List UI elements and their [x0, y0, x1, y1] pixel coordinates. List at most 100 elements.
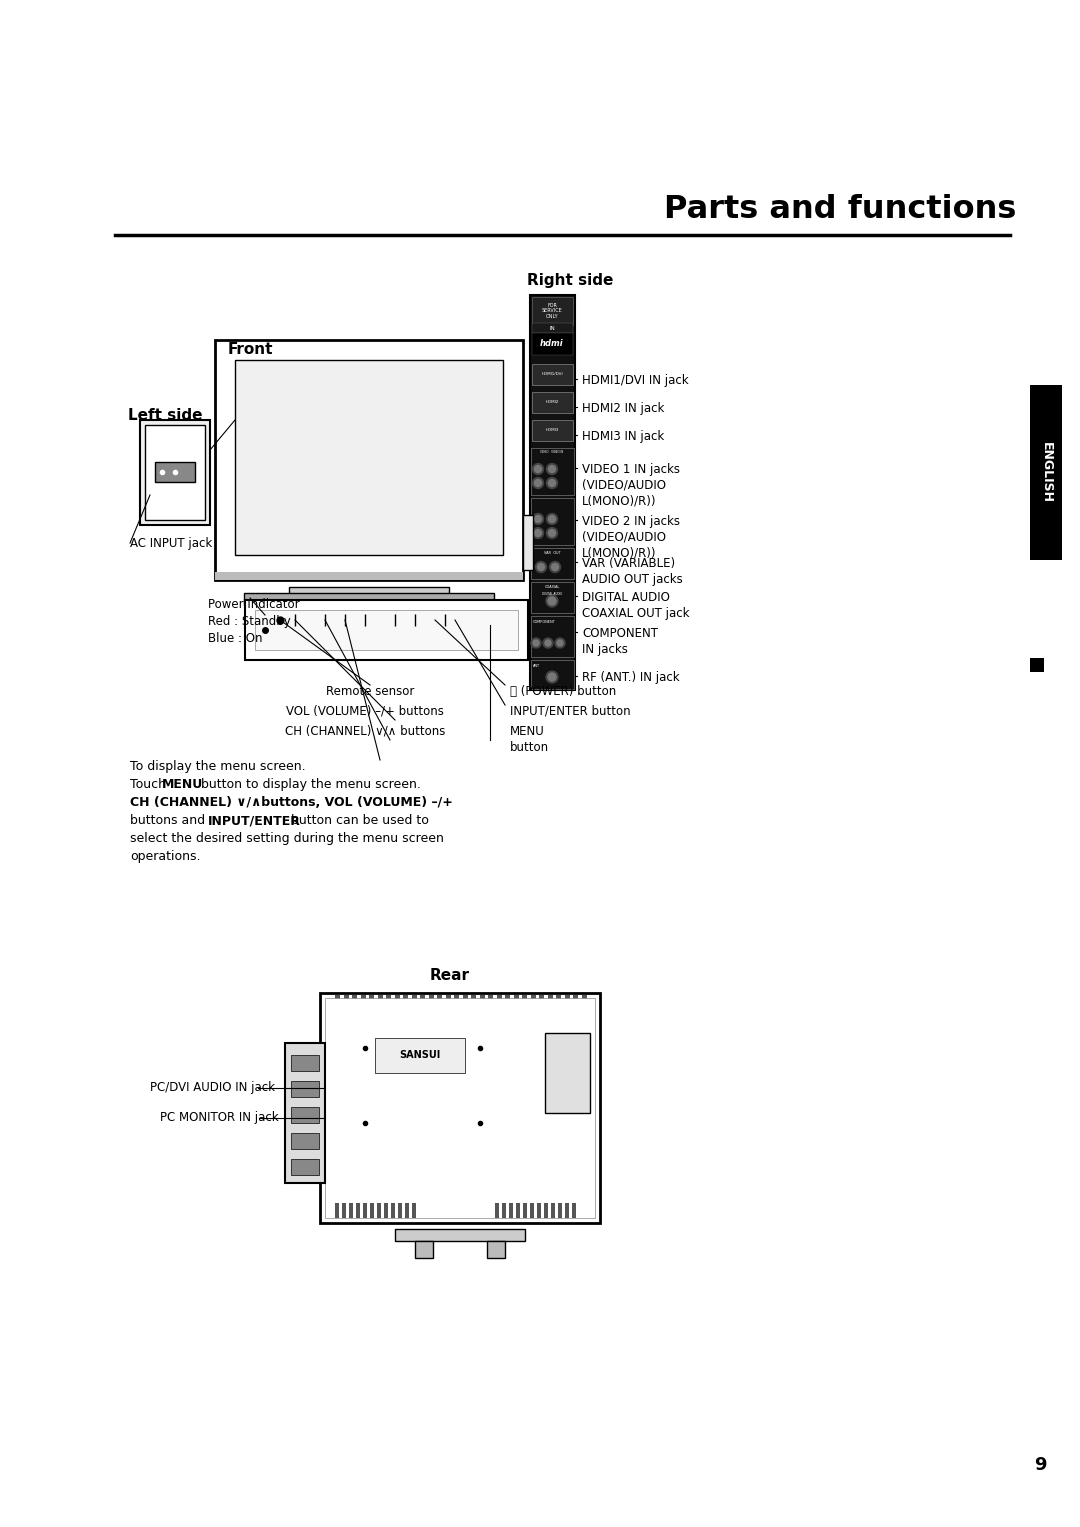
Bar [255, 609, 518, 651]
Circle shape [546, 596, 558, 608]
Bar [502, 1203, 507, 1219]
Bar [378, 996, 382, 1006]
Text: FOR
SERVICE
ONLY: FOR SERVICE ONLY [542, 302, 563, 319]
Text: DIGITAL AUDIO
COAXIAL OUT jack: DIGITAL AUDIO COAXIAL OUT jack [582, 591, 689, 620]
Bar [531, 498, 573, 545]
Bar [565, 996, 569, 1006]
Bar [513, 996, 518, 1006]
Circle shape [532, 478, 543, 489]
Bar [497, 996, 501, 1006]
Bar [363, 1203, 367, 1219]
Bar [437, 996, 442, 1006]
Bar [532, 363, 573, 385]
Bar [516, 1203, 519, 1219]
Bar [523, 515, 534, 570]
Text: Right side: Right side [527, 272, 613, 287]
Text: CH (CHANNEL) ∨/∧buttons, VOL (VOLUME) –/+: CH (CHANNEL) ∨/∧buttons, VOL (VOLUME) –/… [130, 796, 453, 809]
Circle shape [545, 640, 551, 646]
Bar [572, 1203, 576, 1219]
Bar [523, 1203, 527, 1219]
Circle shape [531, 638, 541, 647]
Bar [1030, 658, 1044, 672]
Bar [335, 996, 340, 1006]
Circle shape [534, 640, 539, 646]
Bar [394, 996, 400, 1006]
Bar [429, 996, 433, 1006]
Bar [532, 296, 573, 325]
Bar [361, 996, 365, 1006]
Bar [532, 420, 573, 441]
Bar [291, 1159, 319, 1174]
Text: Power Indicator
Red : Standby
Blue : On: Power Indicator Red : Standby Blue : On [208, 599, 299, 644]
Circle shape [535, 530, 541, 536]
Text: VAR (VARIABLE)
AUDIO OUT jacks: VAR (VARIABLE) AUDIO OUT jacks [582, 557, 683, 586]
Text: VIDEO 1 IN jacks
(VIDEO/AUDIO
L(MONO)/R)): VIDEO 1 IN jacks (VIDEO/AUDIO L(MONO)/R)… [582, 463, 680, 508]
Circle shape [538, 563, 544, 571]
Bar [531, 447, 573, 495]
Text: buttons and: buttons and [130, 814, 210, 828]
Text: INPUT/ENTER button: INPUT/ENTER button [510, 705, 631, 718]
Bar [349, 1203, 353, 1219]
Circle shape [546, 670, 558, 683]
Circle shape [532, 513, 543, 524]
Text: HDMI1/DVI IN jack: HDMI1/DVI IN jack [582, 374, 689, 386]
Text: 9: 9 [1034, 1457, 1047, 1474]
Bar [156, 463, 195, 483]
Bar [539, 996, 544, 1006]
Circle shape [557, 640, 563, 646]
Bar [530, 1203, 534, 1219]
Bar [495, 1203, 499, 1219]
Bar [565, 1203, 569, 1219]
Text: COMPONENT
IN jacks: COMPONENT IN jacks [582, 628, 658, 657]
Bar [215, 341, 523, 580]
Circle shape [536, 562, 546, 573]
Bar [471, 996, 476, 1006]
Bar [386, 996, 391, 1006]
Bar [530, 295, 575, 690]
Bar [548, 996, 553, 1006]
Text: MENU
button: MENU button [510, 725, 549, 754]
Bar [420, 996, 426, 1006]
Bar [480, 996, 485, 1006]
Text: SANSUI: SANSUI [400, 1051, 441, 1060]
Bar [356, 1203, 360, 1219]
Text: HDMI2 IN jack: HDMI2 IN jack [582, 402, 664, 415]
Circle shape [555, 638, 565, 647]
Circle shape [535, 479, 541, 487]
Bar [558, 1203, 562, 1219]
Text: VIDEO   VIDEO IN: VIDEO VIDEO IN [540, 450, 564, 454]
Bar [391, 1203, 395, 1219]
Bar [399, 1203, 402, 1219]
Text: HDMI3: HDMI3 [545, 428, 558, 432]
Circle shape [549, 466, 555, 472]
Text: Left side: Left side [127, 408, 202, 423]
Bar [291, 1055, 319, 1070]
Bar [488, 996, 492, 1006]
Bar [405, 1203, 409, 1219]
Bar [384, 1203, 388, 1219]
Circle shape [543, 638, 553, 647]
Circle shape [549, 516, 555, 522]
Bar [446, 996, 450, 1006]
Bar [325, 999, 595, 1219]
Text: ⏻ (POWER) button: ⏻ (POWER) button [510, 686, 617, 698]
Bar [320, 993, 600, 1223]
Text: DIGITAL AUDIO: DIGITAL AUDIO [542, 592, 562, 596]
Text: HDMI3 IN jack: HDMI3 IN jack [582, 431, 664, 443]
Bar [411, 996, 417, 1006]
Bar [505, 996, 510, 1006]
Bar [342, 1203, 346, 1219]
Bar [215, 573, 523, 580]
Circle shape [549, 479, 555, 487]
Circle shape [546, 464, 557, 475]
Text: VOL (VOLUME) –/+ buttons: VOL (VOLUME) –/+ buttons [286, 705, 444, 718]
Bar [289, 586, 449, 596]
Bar [531, 660, 573, 689]
Text: COAXIAL: COAXIAL [544, 585, 559, 589]
Bar [245, 600, 528, 660]
Text: HDMI1/DVI: HDMI1/DVI [541, 373, 563, 376]
Text: Parts and functions: Parts and functions [664, 194, 1016, 226]
Bar [140, 420, 210, 525]
Text: Rear: Rear [430, 968, 470, 982]
Bar [532, 324, 573, 333]
